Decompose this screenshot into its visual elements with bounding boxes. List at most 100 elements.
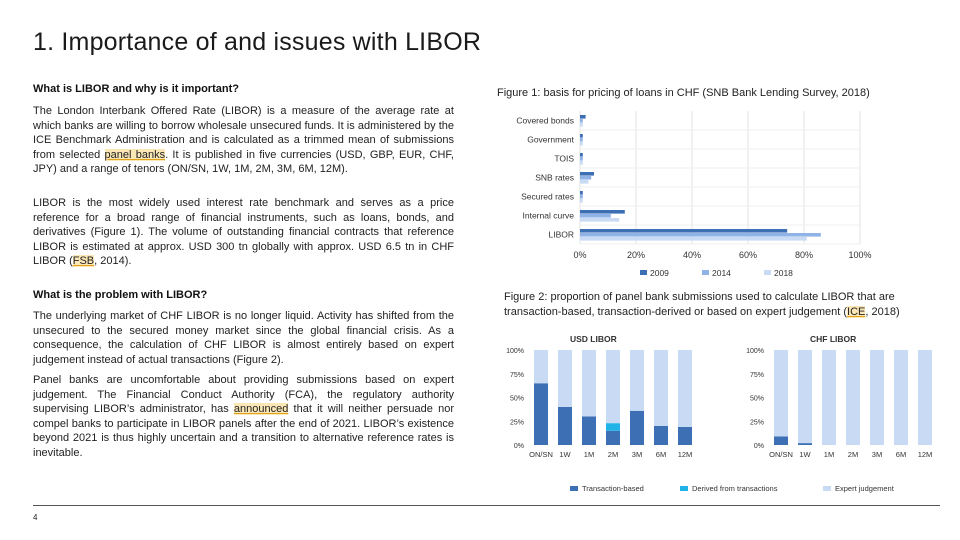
- x-tick-label: 100%: [848, 250, 871, 260]
- legend-label: 2009: [650, 268, 669, 278]
- bar-2014: [580, 233, 821, 237]
- paragraph-market-illiquid: The underlying market of CHF LIBOR is no…: [33, 310, 454, 366]
- link-fsb[interactable]: FSB: [72, 255, 95, 267]
- legend-label: 2018: [774, 268, 793, 278]
- paragraph-libor-definition: The London Interbank Offered Rate (LIBOR…: [33, 104, 454, 177]
- text: LIBOR is the most widely used interest r…: [33, 197, 454, 267]
- legend-label: 2014: [712, 268, 731, 278]
- category-label: ON/SN: [769, 450, 793, 459]
- bar-segment-Transaction-based: [630, 410, 644, 445]
- text: , 2018): [865, 305, 900, 318]
- bar-segment-Expert judgement: [822, 350, 836, 445]
- bar-2014: [580, 195, 583, 199]
- paragraph-libor-usage: LIBOR is the most widely used interest r…: [33, 196, 454, 269]
- page-number: 4: [33, 513, 38, 522]
- bar-segment-Expert judgement: [582, 350, 596, 417]
- bar-2014: [580, 138, 583, 142]
- bar-2018: [580, 142, 583, 146]
- category-label: Internal curve: [523, 211, 575, 221]
- bar-segment-Transaction-based: [774, 436, 788, 445]
- legend-swatch: [764, 270, 771, 275]
- legend-label: Expert judgement: [835, 484, 895, 493]
- category-label: 1M: [584, 450, 594, 459]
- bar-segment-Expert judgement: [798, 350, 812, 444]
- bar-2018: [580, 237, 807, 241]
- bar-segment-Transaction-based: [678, 426, 692, 445]
- bar-segment-Expert judgement: [894, 350, 908, 445]
- x-tick-label: 40%: [683, 250, 701, 260]
- figure1-caption: Figure 1: basis for pricing of loans in …: [497, 87, 870, 99]
- legend-swatch: [640, 270, 647, 275]
- category-label: ON/SN: [529, 450, 553, 459]
- x-tick-label: 60%: [739, 250, 757, 260]
- figure2-chart: USD LIBOR 100% 75% 50% 25% 0% ON/SN 1W 1M 2M 3M 6M 1…: [506, 334, 933, 493]
- heading-problem-with-libor: What is the problem with LIBOR?: [33, 289, 208, 301]
- bar-2018: [580, 199, 583, 203]
- bar-2018: [580, 161, 583, 165]
- link-panel-banks[interactable]: panel banks: [104, 148, 166, 161]
- chart-title: USD LIBOR: [570, 334, 617, 344]
- bar-segment-Expert judgement: [846, 350, 860, 445]
- bar-2014: [580, 214, 611, 218]
- bar-2018: [580, 218, 620, 222]
- link-announced[interactable]: announced: [233, 403, 289, 415]
- bar-segment-Expert judgement: [654, 350, 668, 426]
- figure1-chart: 0% 20% 40% 60% 80% 100% Covered bonds Governmen…: [516, 111, 872, 278]
- bar-2009: [580, 210, 625, 214]
- category-label: Government: [527, 135, 574, 145]
- bar-segment-Expert judgement: [678, 350, 692, 427]
- bar-2014: [580, 176, 592, 180]
- bar-2009: [580, 153, 583, 157]
- category-label: 2M: [848, 450, 858, 459]
- legend-swatch: [702, 270, 709, 275]
- legend-label: Transaction-based: [582, 484, 644, 493]
- category-label: 1W: [559, 450, 571, 459]
- bar-2018: [580, 180, 589, 184]
- legend-swatch: [823, 486, 831, 491]
- x-tick-label: 20%: [627, 250, 645, 260]
- figure2-caption: Figure 2: proportion of panel bank submi…: [504, 290, 920, 319]
- bar-2009: [580, 115, 586, 119]
- category-label: 6M: [896, 450, 906, 459]
- category-label: Covered bonds: [516, 116, 574, 126]
- x-tick-label: 80%: [795, 250, 813, 260]
- chart-title: CHF LIBOR: [810, 334, 856, 344]
- category-label: 1M: [824, 450, 834, 459]
- category-label: 6M: [656, 450, 666, 459]
- text: Figure 2: proportion of panel bank submi…: [504, 291, 895, 318]
- category-label: 3M: [872, 450, 882, 459]
- x-tick-label: 0%: [573, 250, 586, 260]
- heading-what-is-libor: What is LIBOR and why is it important?: [33, 83, 239, 95]
- bar-segment-Expert judgement: [870, 350, 884, 445]
- bar-segment-Transaction-based: [654, 426, 668, 445]
- bar-segment-Expert judgement: [774, 350, 788, 437]
- y-tick-label: 100%: [506, 348, 524, 355]
- y-tick-label: 0%: [514, 443, 524, 450]
- bar-segment-Expert judgement: [534, 350, 548, 384]
- y-tick-label: 100%: [746, 348, 764, 355]
- y-tick-label: 75%: [750, 372, 764, 379]
- bar-segment-Expert judgement: [558, 350, 572, 407]
- bar-segment-Derived from transactions: [606, 423, 620, 431]
- category-label: 2M: [608, 450, 618, 459]
- y-tick-label: 0%: [754, 443, 764, 450]
- bar-segment-Expert judgement: [606, 350, 620, 424]
- link-ice[interactable]: ICE: [847, 305, 866, 318]
- y-tick-label: 75%: [510, 372, 524, 379]
- category-label: LIBOR: [548, 230, 574, 240]
- bar-2009: [580, 229, 788, 233]
- text: that it will neither persuade nor compel…: [33, 403, 454, 459]
- category-label: 3M: [632, 450, 642, 459]
- text: Panel banks are uncomfortable about prov…: [33, 374, 454, 415]
- legend-swatch: [570, 486, 578, 491]
- y-tick-label: 25%: [750, 419, 764, 426]
- footer-divider: [33, 505, 940, 506]
- y-tick-label: 50%: [750, 396, 764, 403]
- category-label: 12M: [678, 450, 693, 459]
- text: . It is published in five currencies (US…: [33, 148, 454, 176]
- legend-swatch: [680, 486, 688, 491]
- text: The London Interbank Offered Rate (LIBOR…: [33, 105, 454, 161]
- category-label: 12M: [918, 450, 933, 459]
- y-tick-label: 25%: [510, 419, 524, 426]
- category-label: 1W: [799, 450, 811, 459]
